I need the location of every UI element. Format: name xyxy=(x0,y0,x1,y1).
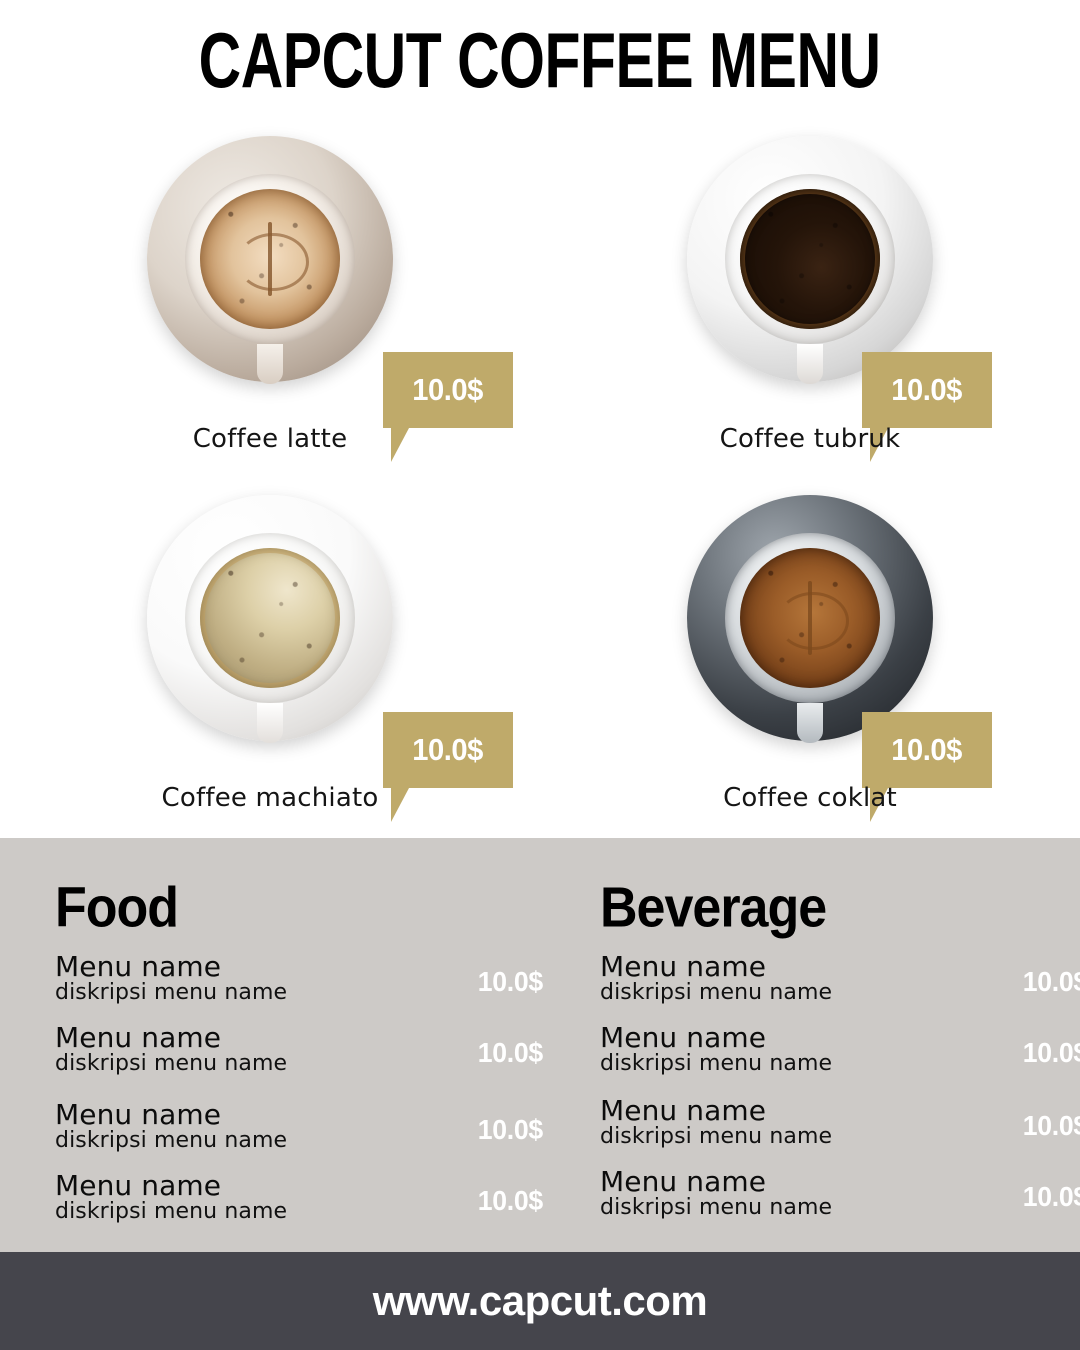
menu-item-description: diskripsi menu name xyxy=(600,980,833,1006)
page-title: CAPCUT COFFEE MENU xyxy=(199,16,881,104)
product-card-coffee-machiato[interactable] xyxy=(0,479,540,838)
latte-art-pattern xyxy=(766,574,854,662)
menu-row-text: Menu name diskripsi menu name xyxy=(600,950,832,1006)
product-grid xyxy=(0,120,1080,838)
price-tag-coffee-latte: 10.0$ xyxy=(383,352,513,462)
menu-row-text: Menu name diskripsi menu name xyxy=(55,950,287,1006)
coffee-cup-image-tubruk xyxy=(687,136,933,384)
menu-item-price: 10.0$ xyxy=(1023,1110,1080,1141)
foam-texture xyxy=(740,189,880,329)
menu-row[interactable]: Menu name diskripsi menu name 10.0$ xyxy=(55,1021,545,1090)
menu-item-name: Menu name xyxy=(55,1098,222,1131)
menu-item-price: 10.0$ xyxy=(478,1114,544,1145)
menu-row-text: Menu name diskripsi menu name xyxy=(600,1021,832,1077)
menu-item-description: diskripsi menu name xyxy=(600,1051,833,1077)
coffee-liquid-shape xyxy=(200,548,340,688)
price-tag-body xyxy=(862,352,992,428)
price-tag-tail xyxy=(870,788,888,822)
menu-item-price: 10.0$ xyxy=(478,1037,544,1068)
price-value: 10.0$ xyxy=(412,732,484,767)
product-card-coffee-latte[interactable] xyxy=(0,120,540,479)
menu-column-food: Food Menu name diskripsi menu name 10.0$… xyxy=(55,838,545,1238)
menu-item-name: Menu name xyxy=(55,1169,222,1202)
menu-item-name: Menu name xyxy=(600,1165,767,1198)
foam-texture xyxy=(200,548,340,688)
price-value: 10.0$ xyxy=(891,732,963,767)
cup-handle-shape xyxy=(797,344,823,384)
menu-row[interactable]: Menu name diskripsi menu name 10.0$ xyxy=(600,950,1080,1019)
price-tag-tail xyxy=(870,428,888,462)
product-label-coffee-coklat: Coffee coklat xyxy=(723,783,897,813)
cup-handle-shape xyxy=(257,344,283,384)
price-value: 10.0$ xyxy=(891,372,963,407)
menu-row-text: Menu name diskripsi menu name xyxy=(600,1165,832,1221)
menu-item-name: Menu name xyxy=(55,950,222,983)
price-tag-coffee-machiato: 10.0$ xyxy=(383,712,513,822)
menu-row[interactable]: Menu name diskripsi menu name 10.0$ xyxy=(600,1094,1080,1163)
website-url[interactable]: www.capcut.com xyxy=(372,1277,708,1324)
coffee-cup-image-latte xyxy=(147,136,393,384)
menu-list-beverage: Menu name diskripsi menu name 10.0$ Menu… xyxy=(600,950,1080,1234)
menu-list-food: Menu name diskripsi menu name 10.0$ Menu… xyxy=(55,950,545,1238)
menu-row[interactable]: Menu name diskripsi menu name 10.0$ xyxy=(600,1021,1080,1090)
menu-item-name: Menu name xyxy=(600,950,767,983)
coffee-liquid-shape xyxy=(740,189,880,329)
coffee-cup-image-coklat xyxy=(687,495,933,743)
price-tag-tail xyxy=(391,788,409,822)
coffee-cup-image-machiato xyxy=(147,495,393,743)
menu-item-name: Menu name xyxy=(600,1094,767,1127)
price-tag-body xyxy=(862,712,992,788)
price-value: 10.0$ xyxy=(412,372,484,407)
menu-item-price: 10.0$ xyxy=(478,1185,544,1216)
menu-item-price: 10.0$ xyxy=(1023,966,1080,997)
menu-panel: Food Menu name diskripsi menu name 10.0$… xyxy=(0,838,1080,1252)
menu-row[interactable]: Menu name diskripsi menu name 10.0$ xyxy=(600,1165,1080,1234)
menu-item-description: diskripsi menu name xyxy=(55,1199,288,1225)
menu-row[interactable]: Menu name diskripsi menu name 10.0$ xyxy=(55,1098,545,1167)
menu-item-name: Menu name xyxy=(600,1021,767,1054)
menu-row[interactable]: Menu name diskripsi menu name 10.0$ xyxy=(55,950,545,1019)
product-card-coffee-coklat[interactable] xyxy=(540,479,1080,838)
footer-bar: www.capcut.com xyxy=(0,1252,1080,1350)
price-tag-coffee-tubruk: 10.0$ xyxy=(862,352,992,462)
menu-item-price: 10.0$ xyxy=(478,966,544,997)
product-label-coffee-latte: Coffee latte xyxy=(192,424,348,454)
menu-row-text: Menu name diskripsi menu name xyxy=(55,1169,287,1225)
menu-row-text: Menu name diskripsi menu name xyxy=(55,1098,287,1154)
cup-handle-shape xyxy=(257,703,283,743)
menu-item-description: diskripsi menu name xyxy=(600,1195,833,1221)
menu-row-text: Menu name diskripsi menu name xyxy=(600,1094,832,1150)
price-tag-body xyxy=(383,712,513,788)
header: CAPCUT COFFEE MENU xyxy=(0,0,1080,120)
product-card-coffee-tubruk[interactable] xyxy=(540,120,1080,479)
coffee-liquid-shape xyxy=(200,189,340,329)
section-heading-food: Food xyxy=(55,876,179,940)
menu-item-name: Menu name xyxy=(55,1021,222,1054)
latte-art-pattern xyxy=(226,215,314,303)
menu-item-description: diskripsi menu name xyxy=(55,980,288,1006)
price-tag-tail xyxy=(391,428,409,462)
cup-handle-shape xyxy=(797,703,823,743)
product-label-coffee-tubruk: Coffee tubruk xyxy=(719,424,901,454)
menu-row-text: Menu name diskripsi menu name xyxy=(55,1021,287,1077)
menu-column-beverage: Beverage Menu name diskripsi menu name 1… xyxy=(600,838,1080,1234)
coffee-liquid-shape xyxy=(740,548,880,688)
menu-item-price: 10.0$ xyxy=(1023,1181,1080,1212)
menu-item-description: diskripsi menu name xyxy=(55,1128,288,1154)
price-tag-body xyxy=(383,352,513,428)
menu-row[interactable]: Menu name diskripsi menu name 10.0$ xyxy=(55,1169,545,1238)
menu-item-price: 10.0$ xyxy=(1023,1037,1080,1068)
menu-item-description: diskripsi menu name xyxy=(600,1124,833,1150)
product-label-coffee-machiato: Coffee machiato xyxy=(161,783,379,813)
section-heading-beverage: Beverage xyxy=(600,876,827,940)
menu-item-description: diskripsi menu name xyxy=(55,1051,288,1077)
price-tag-coffee-coklat: 10.0$ xyxy=(862,712,992,822)
